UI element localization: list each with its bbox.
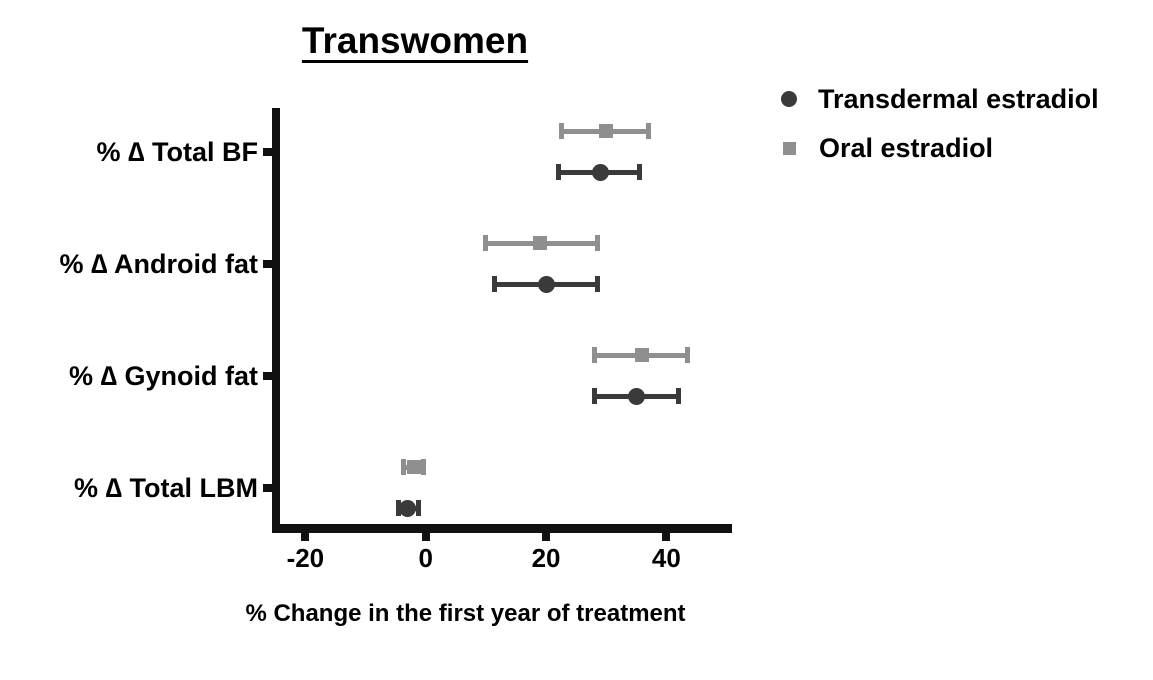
error-bar-cap [400, 459, 406, 475]
error-bar-cap [420, 459, 426, 475]
x-tick-label: 0 [418, 543, 433, 573]
error-bar-cap [684, 347, 690, 363]
error-bar-cap [558, 123, 564, 139]
y-tick [263, 148, 272, 156]
error-bar-cap [415, 500, 421, 516]
chart-title: Transwomen [301, 20, 529, 61]
x-tick [421, 533, 430, 541]
y-tick [263, 260, 272, 268]
x-tick-label: 20 [531, 543, 561, 573]
legend: Transdermal estradiol Oral estradiol [781, 82, 1099, 180]
y-axis [272, 108, 280, 533]
x-tick-label: 40 [651, 543, 681, 573]
x-tick [301, 533, 310, 541]
category-label: % ∆ Total BF [96, 137, 258, 167]
x-axis [272, 524, 732, 533]
category-label: % ∆ Gynoid fat [68, 361, 258, 391]
error-bar-cap [555, 164, 561, 180]
marker-circle [399, 499, 417, 517]
legend-item: Oral estradiol [781, 131, 1099, 165]
error-bar-cap [675, 388, 681, 404]
legend-label: Transdermal estradiol [818, 83, 1099, 114]
x-tick-label: -20 [286, 543, 325, 573]
y-tick [263, 484, 272, 492]
error-bar-cap [636, 164, 642, 180]
marker-circle [537, 275, 555, 293]
error-bar-cap [395, 500, 401, 516]
error-bar-cap [594, 235, 600, 251]
marker-square [533, 236, 548, 250]
error-bar-cap [483, 235, 489, 251]
legend-label: Oral estradiol [819, 132, 994, 163]
category-label: % ∆ Total LBM [73, 473, 258, 503]
error-bar-cap [645, 123, 651, 139]
category-label: % ∆ Android fat [59, 249, 258, 279]
error-bar-cap [492, 276, 498, 292]
marker-circle [627, 387, 645, 405]
x-axis-label: % Change in the first year of treatment [245, 600, 686, 627]
marker-circle [591, 163, 609, 181]
legend-square-icon [783, 141, 796, 155]
error-bar-cap [591, 347, 597, 363]
error-bar-cap [591, 388, 597, 404]
error-bar-cap [594, 276, 600, 292]
marker-square [635, 348, 650, 362]
y-tick [263, 372, 272, 380]
x-tick [662, 533, 671, 541]
marker-square [406, 460, 421, 474]
x-tick [542, 533, 551, 541]
legend-circle-icon [781, 91, 797, 107]
marker-square [599, 124, 614, 138]
legend-item: Transdermal estradiol [781, 82, 1099, 116]
